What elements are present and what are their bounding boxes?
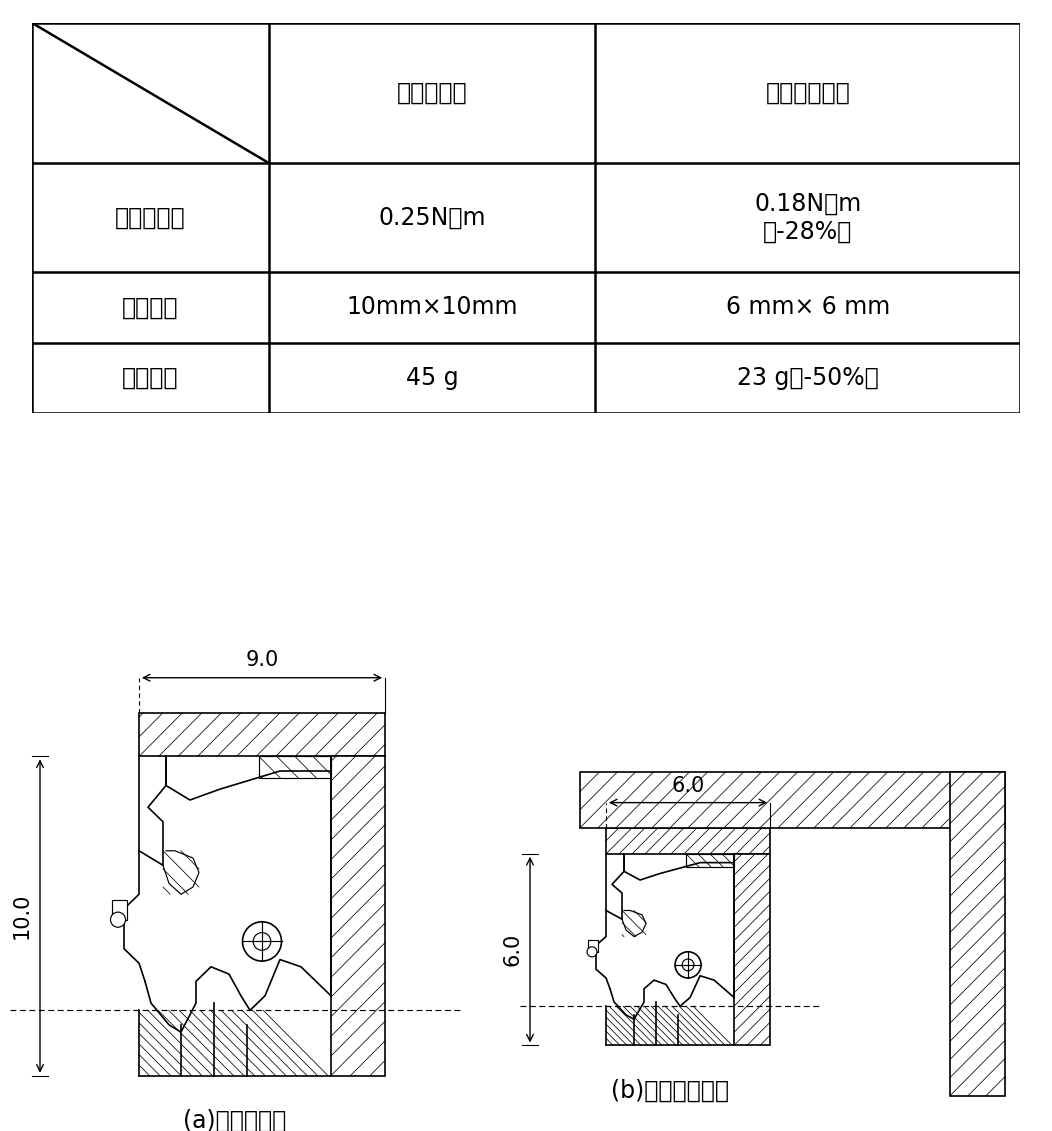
- Text: 質　　量: 質 量: [122, 365, 179, 390]
- Bar: [734, 854, 770, 1045]
- Text: 従来シール: 従来シール: [397, 80, 467, 105]
- Text: 6 mm× 6 mm: 6 mm× 6 mm: [726, 295, 890, 319]
- Circle shape: [254, 933, 270, 950]
- Text: スペース: スペース: [122, 295, 179, 319]
- Bar: [259, 757, 331, 778]
- Bar: [580, 772, 1005, 828]
- Circle shape: [675, 952, 701, 978]
- Text: 23 g（-50%）: 23 g（-50%）: [737, 365, 878, 390]
- Text: 摩擦トルク: 摩擦トルク: [115, 206, 185, 230]
- Text: 0.25N・m: 0.25N・m: [379, 206, 486, 230]
- Text: 6.0: 6.0: [671, 776, 705, 795]
- Text: 45 g: 45 g: [406, 365, 459, 390]
- Circle shape: [243, 922, 282, 961]
- Text: 低摩擦シール: 低摩擦シール: [766, 80, 850, 105]
- Text: 10mm×10mm: 10mm×10mm: [346, 295, 518, 319]
- Text: 10.0: 10.0: [12, 892, 32, 939]
- Text: (a)従来シール: (a)従来シール: [183, 1108, 286, 1131]
- Circle shape: [587, 947, 598, 957]
- Text: 6.0: 6.0: [502, 933, 522, 966]
- Bar: [331, 757, 385, 1076]
- Text: (b)低摩擦シール: (b)低摩擦シール: [611, 1079, 729, 1103]
- Bar: [588, 940, 598, 952]
- Bar: [606, 828, 770, 854]
- Circle shape: [110, 912, 125, 927]
- Circle shape: [682, 959, 694, 970]
- Text: 0.18N・m
（-28%）: 0.18N・m （-28%）: [754, 192, 862, 243]
- Bar: [139, 713, 385, 757]
- Bar: [950, 772, 1005, 1096]
- Bar: [686, 854, 734, 867]
- Bar: [112, 900, 127, 920]
- Text: 9.0: 9.0: [245, 649, 279, 670]
